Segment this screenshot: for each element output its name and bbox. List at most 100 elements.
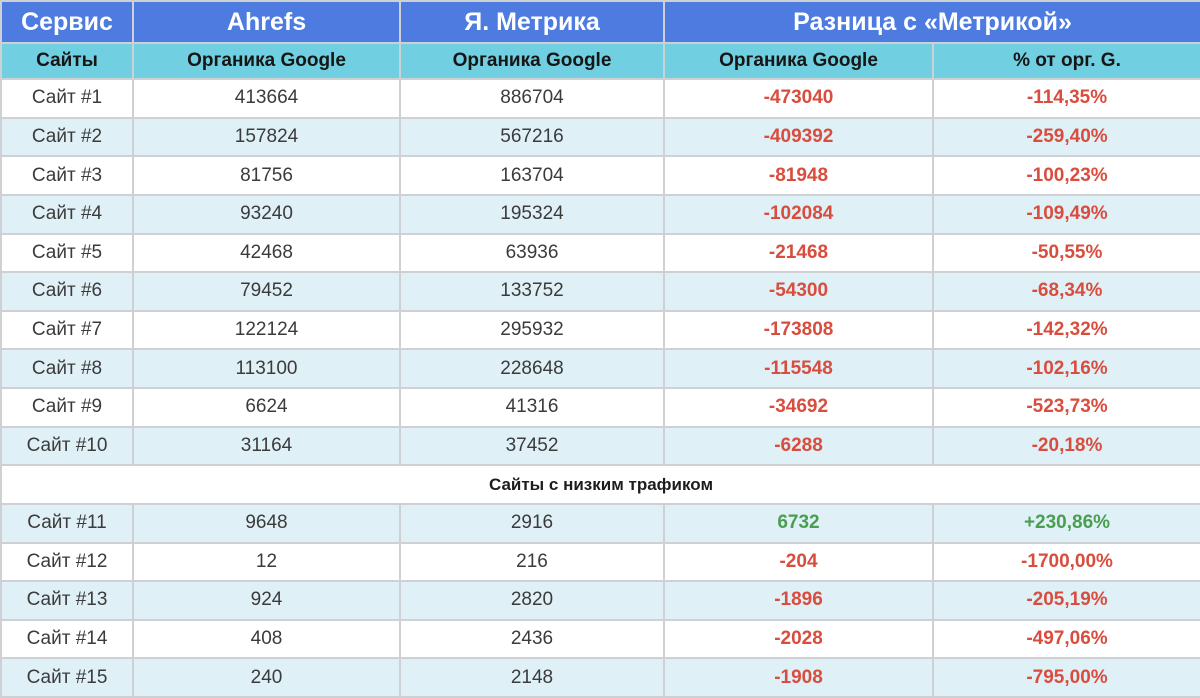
site-label: Сайт #2 [0, 116, 134, 158]
header-row-services: Сервис Ahrefs Я. Метрика Разница с «Метр… [0, 0, 1200, 44]
diff-percent-value: -102,16% [932, 348, 1200, 389]
diff-percent-value: -50,55% [932, 232, 1200, 274]
site-label: Сайт #11 [0, 502, 134, 544]
header-metrika: Я. Метрика [399, 0, 665, 44]
diff-value: -1908 [663, 657, 934, 698]
header-diff-group: Разница с «Метрикой» [663, 0, 1200, 44]
diff-value: -54300 [663, 271, 934, 312]
subheader-ahrefs-organic: Органика Google [132, 42, 401, 80]
ahrefs-organic-value: 79452 [132, 271, 401, 312]
diff-value: 6732 [663, 502, 934, 544]
ahrefs-organic-value: 113100 [132, 348, 401, 389]
diff-value: -34692 [663, 387, 934, 428]
diff-value: -21468 [663, 232, 934, 274]
site-label: Сайт #15 [0, 657, 134, 698]
separator-label: Сайты с низким трафиком [0, 464, 1200, 505]
ahrefs-organic-value: 31164 [132, 425, 401, 467]
diff-percent-value: -142,32% [932, 309, 1200, 351]
diff-percent-value: -497,06% [932, 618, 1200, 660]
diff-value: -81948 [663, 155, 934, 196]
header-ahrefs: Ahrefs [132, 0, 401, 44]
table-row: Сайт #8 113100 228648 -115548 -102,16% [0, 348, 1200, 389]
site-label: Сайт #6 [0, 271, 134, 312]
table-row: Сайт #15 240 2148 -1908 -795,00% [0, 657, 1200, 698]
site-label: Сайт #13 [0, 580, 134, 621]
diff-value: -115548 [663, 348, 934, 389]
ahrefs-organic-value: 122124 [132, 309, 401, 351]
site-label: Сайт #10 [0, 425, 134, 467]
ahrefs-organic-value: 81756 [132, 155, 401, 196]
table-row: Сайт #2 157824 567216 -409392 -259,40% [0, 116, 1200, 158]
metrika-organic-value: 41316 [399, 387, 665, 428]
table-row: Сайт #6 79452 133752 -54300 -68,34% [0, 271, 1200, 312]
site-label: Сайт #4 [0, 193, 134, 235]
site-label: Сайт #1 [0, 78, 134, 119]
diff-value: -1896 [663, 580, 934, 621]
metrika-organic-value: 2916 [399, 502, 665, 544]
diff-percent-value: -68,34% [932, 271, 1200, 312]
diff-percent-value: -205,19% [932, 580, 1200, 621]
diff-percent-value: -114,35% [932, 78, 1200, 119]
diff-percent-value: -1700,00% [932, 541, 1200, 583]
metrika-organic-value: 163704 [399, 155, 665, 196]
subheader-metrika-organic: Органика Google [399, 42, 665, 80]
table-row: Сайт #13 924 2820 -1896 -205,19% [0, 580, 1200, 621]
header-service: Сервис [0, 0, 134, 44]
separator-row: Сайты с низким трафиком [0, 464, 1200, 505]
metrika-organic-value: 133752 [399, 271, 665, 312]
metrika-organic-value: 567216 [399, 116, 665, 158]
diff-value: -409392 [663, 116, 934, 158]
diff-value: -204 [663, 541, 934, 583]
metrika-organic-value: 886704 [399, 78, 665, 119]
table-row: Сайт #4 93240 195324 -102084 -109,49% [0, 193, 1200, 235]
diff-percent-value: -20,18% [932, 425, 1200, 467]
table-row: Сайт #10 31164 37452 -6288 -20,18% [0, 425, 1200, 467]
table-row: Сайт #9 6624 41316 -34692 -523,73% [0, 387, 1200, 428]
metrika-organic-value: 37452 [399, 425, 665, 467]
table-row: Сайт #12 12 216 -204 -1700,00% [0, 541, 1200, 583]
diff-value: -173808 [663, 309, 934, 351]
diff-value: -6288 [663, 425, 934, 467]
ahrefs-organic-value: 12 [132, 541, 401, 583]
metrika-organic-value: 2820 [399, 580, 665, 621]
table-header: Сервис Ahrefs Я. Метрика Разница с «Метр… [0, 0, 1200, 80]
metrika-organic-value: 216 [399, 541, 665, 583]
ahrefs-organic-value: 240 [132, 657, 401, 698]
site-label: Сайт #5 [0, 232, 134, 274]
subheader-diff-organic: Органика Google [663, 42, 934, 80]
subheader-diff-pct: % от орг. G. [932, 42, 1200, 80]
metrika-organic-value: 228648 [399, 348, 665, 389]
metrika-organic-value: 195324 [399, 193, 665, 235]
site-label: Сайт #9 [0, 387, 134, 428]
subheader-sites: Сайты [0, 42, 134, 80]
metrika-organic-value: 2148 [399, 657, 665, 698]
metrika-organic-value: 2436 [399, 618, 665, 660]
diff-value: -102084 [663, 193, 934, 235]
site-label: Сайт #14 [0, 618, 134, 660]
site-label: Сайт #7 [0, 309, 134, 351]
ahrefs-organic-value: 413664 [132, 78, 401, 119]
table-row: Сайт #7 122124 295932 -173808 -142,32% [0, 309, 1200, 351]
ahrefs-organic-value: 9648 [132, 502, 401, 544]
diff-percent-value: -795,00% [932, 657, 1200, 698]
diff-percent-value: +230,86% [932, 502, 1200, 544]
table-row: Сайт #5 42468 63936 -21468 -50,55% [0, 232, 1200, 274]
site-label: Сайт #3 [0, 155, 134, 196]
ahrefs-organic-value: 924 [132, 580, 401, 621]
table-body: Сайт #1 413664 886704 -473040 -114,35% Сайт #… [0, 78, 1200, 698]
ahrefs-organic-value: 157824 [132, 116, 401, 158]
metrika-organic-value: 63936 [399, 232, 665, 274]
ahrefs-organic-value: 408 [132, 618, 401, 660]
site-label: Сайт #12 [0, 541, 134, 583]
table-row: Сайт #1 413664 886704 -473040 -114,35% [0, 78, 1200, 119]
ahrefs-organic-value: 93240 [132, 193, 401, 235]
ahrefs-organic-value: 6624 [132, 387, 401, 428]
table-row: Сайт #11 9648 2916 6732 +230,86% [0, 502, 1200, 544]
metrika-organic-value: 295932 [399, 309, 665, 351]
ahrefs-organic-value: 42468 [132, 232, 401, 274]
diff-value: -473040 [663, 78, 934, 119]
table-row: Сайт #3 81756 163704 -81948 -100,23% [0, 155, 1200, 196]
diff-percent-value: -259,40% [932, 116, 1200, 158]
diff-percent-value: -109,49% [932, 193, 1200, 235]
